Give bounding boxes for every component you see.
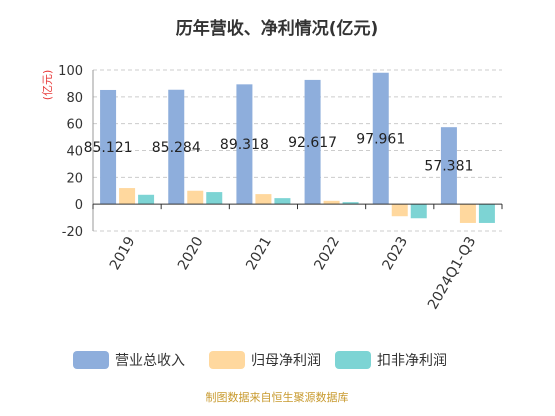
x-category-label: 2024Q1-Q3 bbox=[425, 234, 479, 312]
data-labels: 85.121 85.284 89.318 92.617 97.961 57.381 bbox=[84, 131, 474, 174]
data-label: 57.381 bbox=[424, 159, 473, 175]
x-category-label: 2019 bbox=[107, 234, 139, 273]
bar-series-2 bbox=[323, 200, 340, 205]
bar-series-2 bbox=[119, 188, 136, 205]
y-tick-label: 40 bbox=[66, 145, 83, 160]
bar-series-3 bbox=[274, 198, 291, 205]
data-label: 85.121 bbox=[84, 140, 133, 156]
bars bbox=[100, 72, 495, 223]
y-tick-label: 80 bbox=[66, 91, 83, 106]
data-label: 85.284 bbox=[152, 140, 201, 156]
bar-series-1 bbox=[168, 89, 185, 205]
bar-series-3 bbox=[138, 194, 155, 205]
bar-series-1 bbox=[372, 72, 389, 205]
legend-swatch bbox=[73, 351, 109, 369]
data-label: 97.961 bbox=[356, 131, 405, 147]
legend: 营业总收入 归母净利润 扣非净利润 bbox=[73, 351, 447, 369]
bar-series-2 bbox=[459, 204, 476, 223]
y-tick-label: -20 bbox=[62, 225, 83, 240]
bar-series-3 bbox=[410, 204, 427, 219]
bar-series-2 bbox=[187, 190, 204, 205]
y-tick-label: 60 bbox=[66, 118, 83, 133]
bar-series-1 bbox=[236, 84, 253, 205]
x-category-label: 2023 bbox=[380, 234, 412, 273]
bar-series-1 bbox=[100, 89, 117, 205]
bar-series-2 bbox=[255, 194, 272, 205]
legend-label: 归母净利润 bbox=[251, 352, 321, 369]
data-label: 92.617 bbox=[288, 135, 337, 151]
legend-swatch bbox=[209, 351, 245, 369]
y-axis-unit-label: (亿元) bbox=[41, 70, 54, 101]
bar-series-3 bbox=[206, 192, 223, 205]
bar-series-1 bbox=[304, 79, 321, 205]
source-note: 制图数据来自恒生聚源数据库 bbox=[206, 390, 349, 404]
legend-swatch bbox=[335, 351, 371, 369]
legend-label: 营业总收入 bbox=[115, 353, 185, 369]
y-tick-label: 20 bbox=[66, 171, 83, 186]
x-category-label: 2020 bbox=[175, 234, 207, 273]
legend-label: 扣非净利润 bbox=[377, 353, 447, 369]
chart-title: 历年营收、净利情况(亿元) bbox=[176, 18, 379, 39]
x-category-label: 2021 bbox=[243, 234, 275, 273]
bar-series-3 bbox=[342, 202, 359, 205]
gridlines bbox=[93, 69, 502, 232]
bar-series-1 bbox=[440, 127, 457, 205]
x-category-label: 2022 bbox=[311, 234, 343, 273]
data-label: 89.318 bbox=[220, 137, 269, 153]
y-tick-label: 0 bbox=[75, 198, 83, 213]
y-tick-label: 100 bbox=[58, 64, 83, 79]
bar-series-3 bbox=[478, 204, 495, 223]
bar-series-2 bbox=[391, 204, 408, 217]
